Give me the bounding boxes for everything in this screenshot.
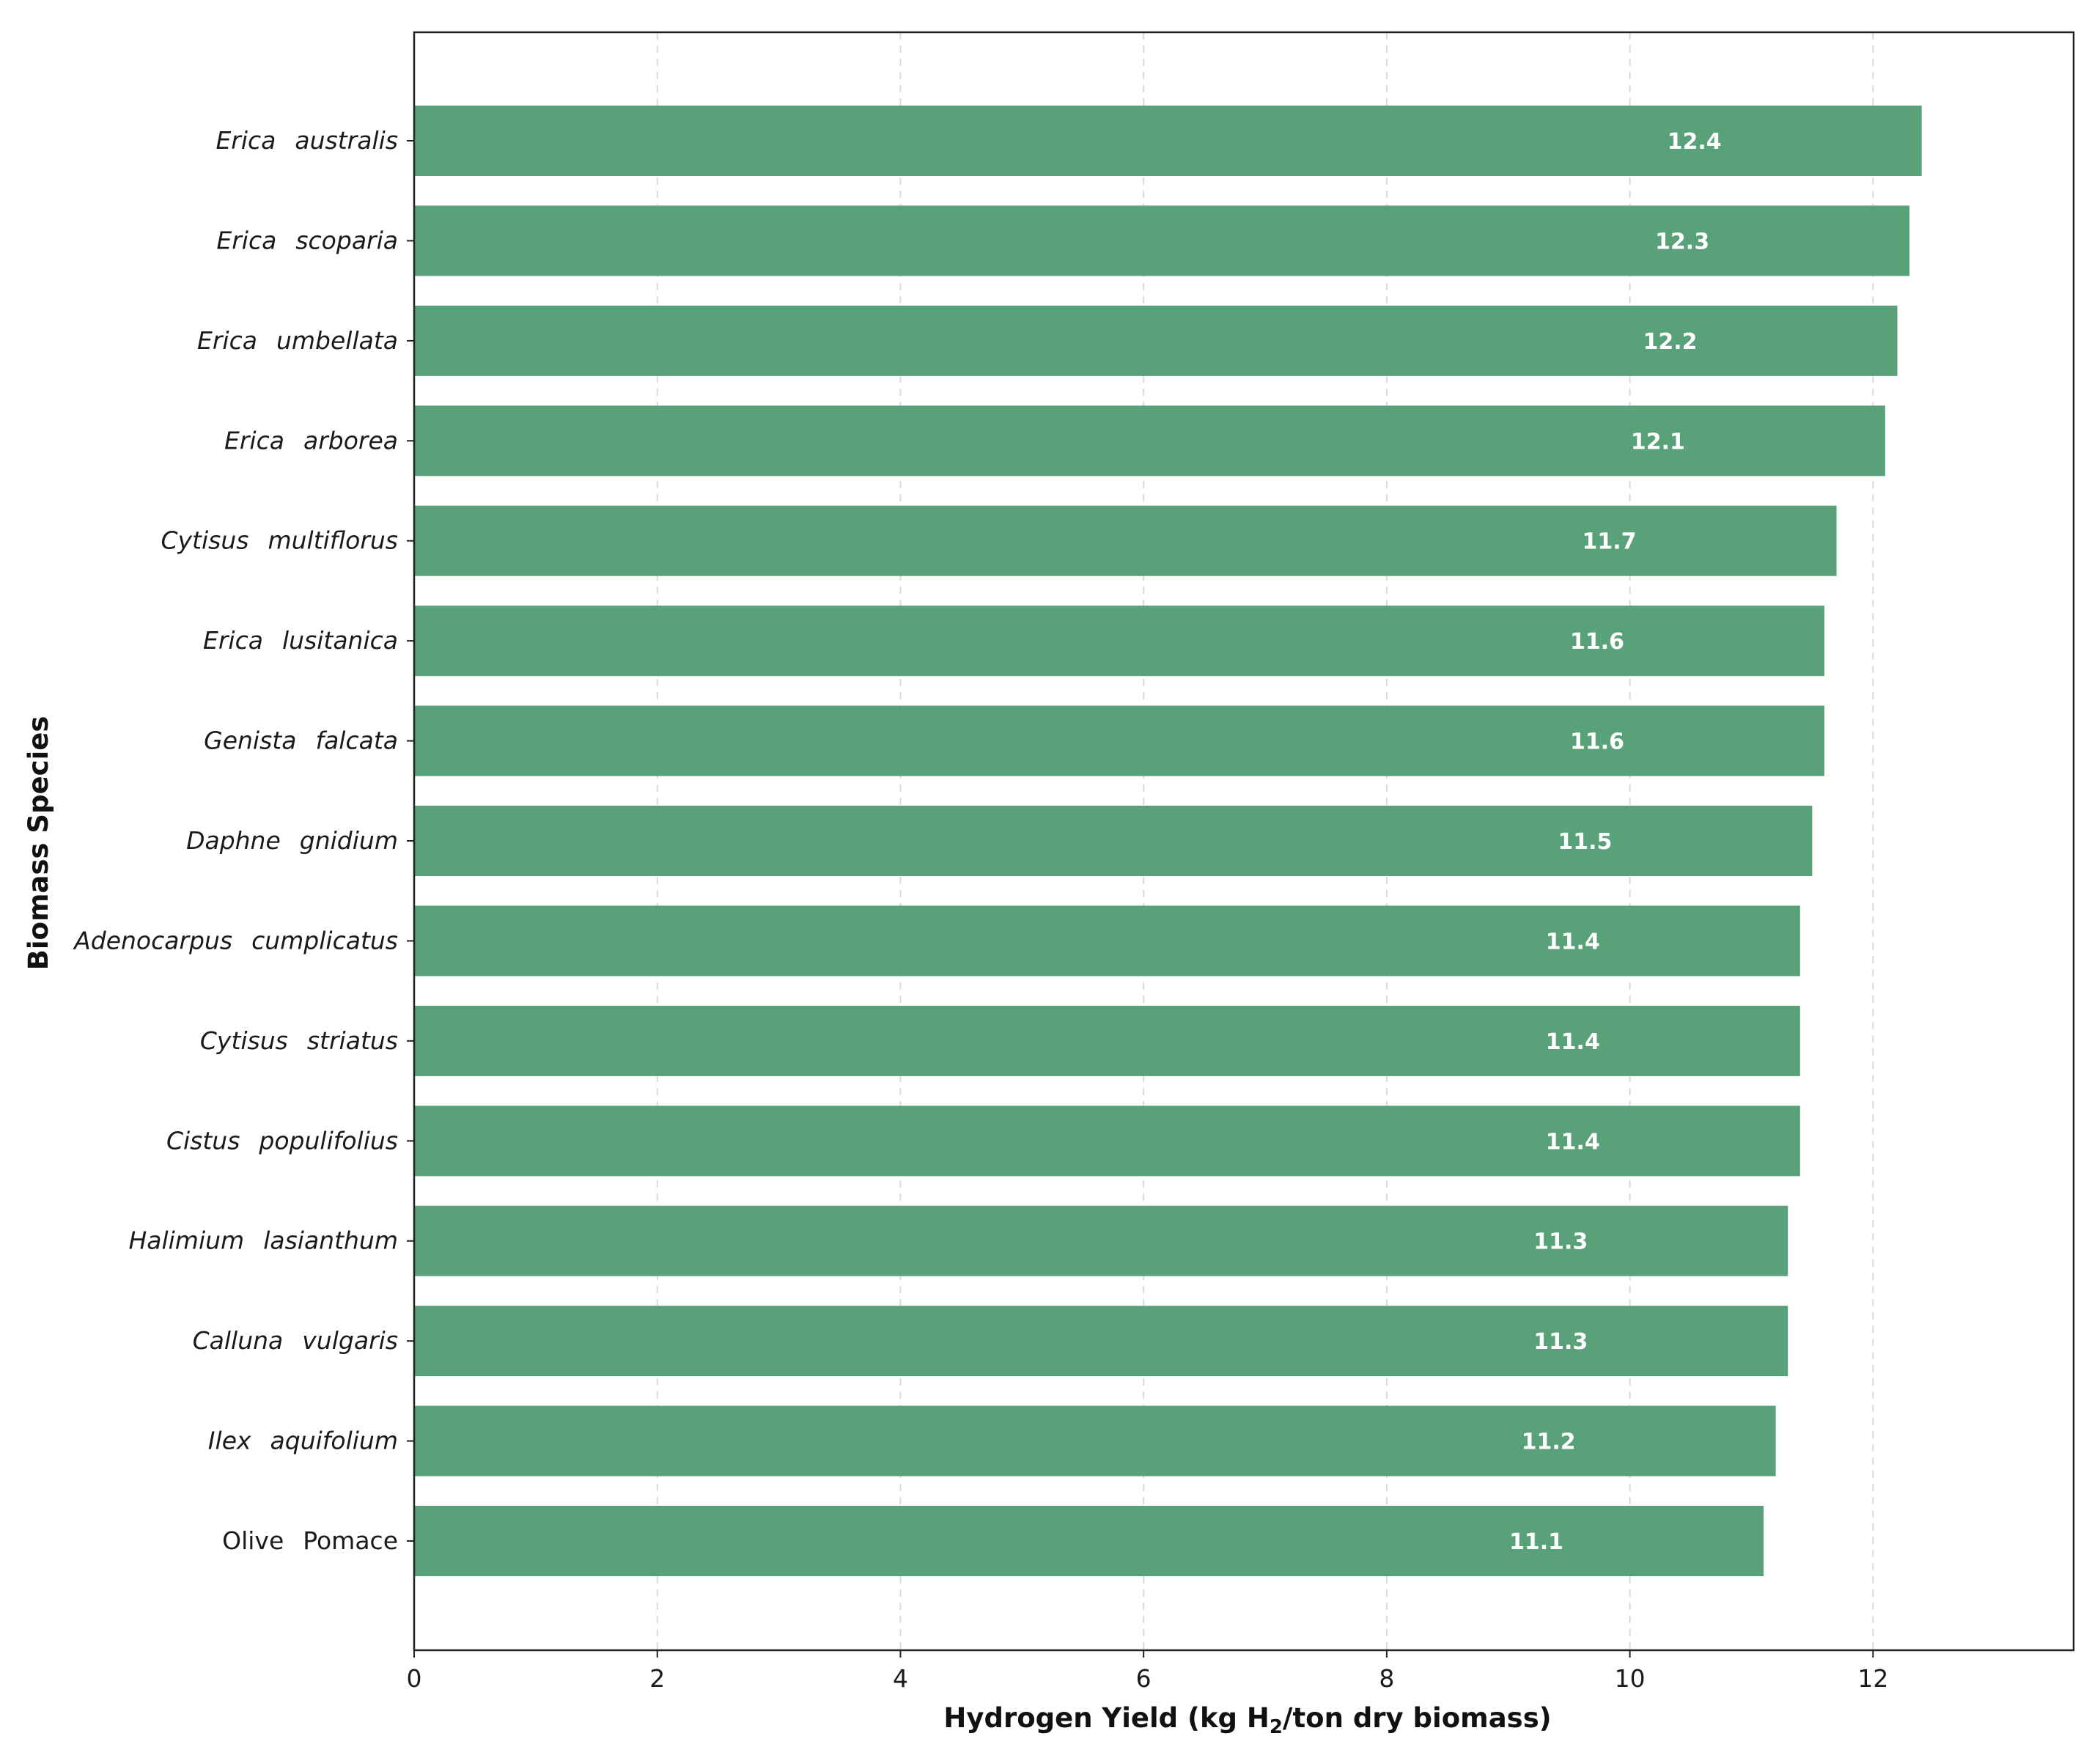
species-text: umbellata	[276, 326, 398, 355]
bar-15	[414, 1506, 1764, 1577]
genus-text: Ilex	[208, 1427, 251, 1455]
x-axis-title-suffix: /ton dry biomass)	[1283, 1702, 1552, 1734]
bars: 12.4 12.3 12.2 12.1 11.7 11.6 11.6 11.5 11.4 11.4…	[414, 106, 1922, 1577]
bar-12	[414, 1205, 1788, 1276]
bar-11	[414, 1106, 1800, 1177]
y-tick-label: Calluna vulgaris	[193, 1326, 398, 1355]
x-axis-title-subscript: 2	[1270, 1716, 1283, 1738]
y-tick-label: Erica lusitanica	[203, 626, 398, 655]
y-tick-label: Cytisus multiflorus	[161, 526, 398, 555]
species-text: gnidium	[300, 826, 398, 855]
species-text: scoparia	[295, 226, 398, 254]
x-tick-label: 12	[1857, 1664, 1888, 1693]
y-axis-ticks: Erica australis Erica scoparia Erica umbellat…	[73, 126, 414, 1555]
bar-value-label: 12.3	[1655, 229, 1709, 254]
bar-1	[414, 106, 1922, 176]
y-tick-label: Olive Pomace	[222, 1526, 398, 1555]
genus-text: Cytisus	[200, 1026, 288, 1055]
x-tick-label: 10	[1615, 1664, 1646, 1693]
bar-value-label: 11.1	[1509, 1529, 1563, 1555]
genus-text: Halimium	[128, 1226, 244, 1255]
bar-value-label: 12.2	[1643, 329, 1697, 355]
x-axis-ticks: 0 2 4 6 8 10 12	[407, 1650, 1888, 1693]
genus-text: Genista	[204, 727, 296, 755]
bar-value-label: 11.2	[1522, 1430, 1576, 1455]
species-text: cumplicatus	[251, 926, 398, 955]
x-axis-title: Hydrogen Yield (kg H2/ton dry biomass)	[943, 1702, 1551, 1738]
y-tick-label: Genista falcata	[204, 727, 398, 755]
species-text: multiflorus	[268, 526, 398, 555]
genus-text: Olive	[222, 1526, 284, 1555]
bar-value-label: 12.4	[1668, 129, 1722, 155]
y-tick-label: Cistus populifolius	[166, 1126, 398, 1155]
genus-text: Cytisus	[161, 526, 248, 555]
bar-value-label: 11.4	[1546, 1029, 1600, 1055]
y-tick-label: Daphne gnidium	[186, 826, 398, 855]
genus-text: Cistus	[166, 1126, 240, 1155]
y-tick-label: Ilex aquifolium	[208, 1427, 398, 1455]
genus-text: Erica	[224, 426, 284, 455]
species-text: arborea	[303, 426, 398, 455]
bar-value-label: 11.4	[1546, 1129, 1600, 1155]
y-tick-label: Erica australis	[215, 126, 398, 155]
species-text: lasianthum	[263, 1226, 398, 1255]
bar-9	[414, 905, 1800, 977]
y-tick-label: Erica umbellata	[197, 326, 398, 355]
species-text: falcata	[315, 727, 398, 755]
bar-2	[414, 205, 1910, 276]
x-tick-label: 2	[649, 1664, 665, 1693]
genus-text: Erica	[197, 326, 257, 355]
bar-value-label: 11.5	[1558, 829, 1612, 855]
x-tick-label: 4	[893, 1664, 908, 1693]
species-text: Pomace	[303, 1526, 398, 1555]
x-tick-label: 6	[1136, 1664, 1152, 1693]
bar-10	[414, 1005, 1800, 1076]
species-text: lusitanica	[282, 626, 398, 655]
y-tick-label: Cytisus striatus	[200, 1026, 398, 1055]
bar-value-label: 12.1	[1631, 429, 1685, 455]
bar-value-label: 11.6	[1570, 729, 1624, 755]
bar-13	[414, 1306, 1788, 1377]
bar-5	[414, 505, 1837, 576]
species-text: vulgaris	[302, 1326, 398, 1355]
species-text: australis	[295, 126, 398, 155]
y-axis-title: Biomass Species	[23, 716, 54, 971]
genus-text: Adenocarpus	[73, 926, 232, 955]
y-tick-label: Halimium lasianthum	[128, 1226, 398, 1255]
y-tick-label: Erica scoparia	[216, 226, 398, 254]
bar-4	[414, 405, 1885, 477]
genus-text: Erica	[203, 626, 263, 655]
bar-14	[414, 1405, 1776, 1476]
x-tick-label: 8	[1379, 1664, 1394, 1693]
bar-8	[414, 806, 1813, 877]
y-tick-label: Erica arborea	[224, 426, 398, 455]
y-tick-label: Adenocarpus cumplicatus	[73, 926, 398, 955]
x-tick-label: 0	[407, 1664, 422, 1693]
species-text: striatus	[307, 1026, 398, 1055]
species-text: populifolius	[258, 1126, 398, 1155]
bar-value-label: 11.4	[1546, 929, 1600, 955]
bar-value-label: 11.3	[1533, 1329, 1588, 1355]
bar-7	[414, 705, 1824, 776]
bar-6	[414, 606, 1824, 677]
genus-text: Erica	[216, 226, 276, 254]
bar-value-label: 11.3	[1533, 1229, 1588, 1255]
bar-3	[414, 305, 1898, 376]
species-text: aquifolium	[270, 1427, 398, 1455]
bar-value-label: 11.6	[1570, 629, 1624, 655]
genus-text: Daphne	[186, 826, 281, 855]
genus-text: Erica	[215, 126, 276, 155]
bar-value-label: 11.7	[1583, 529, 1637, 555]
genus-text: Calluna	[193, 1326, 284, 1355]
